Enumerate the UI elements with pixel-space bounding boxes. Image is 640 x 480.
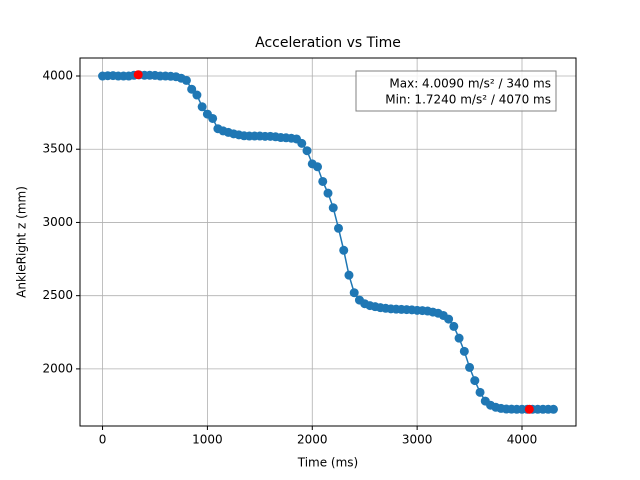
- y-tick-label: 3000: [42, 215, 73, 229]
- chart-title: Acceleration vs Time: [255, 35, 401, 51]
- data-line: [102, 74, 554, 411]
- x-tick-label: 1000: [192, 433, 223, 447]
- data-point: [548, 404, 558, 414]
- data-point: [349, 288, 359, 298]
- data-point: [181, 75, 191, 85]
- annotation-text: Max: 4.0090 m/s² / 340 ms: [389, 77, 551, 91]
- data-point: [344, 270, 354, 280]
- data-point: [339, 245, 349, 255]
- y-tick-label: 2000: [42, 361, 73, 375]
- data-point: [454, 333, 464, 343]
- data-point: [465, 362, 475, 372]
- y-axis-label: AnkleRight z (mm): [15, 186, 29, 298]
- x-tick-label: 0: [99, 433, 107, 447]
- y-tick-label: 3500: [42, 142, 73, 156]
- data-point: [328, 203, 338, 213]
- data-point: [318, 176, 328, 186]
- x-axis-label: Time (ms): [297, 456, 359, 470]
- highlight-point: [524, 404, 534, 414]
- data-point: [459, 346, 469, 356]
- x-tick-label: 4000: [507, 433, 538, 447]
- data-point: [313, 162, 323, 172]
- plot-frame: [79, 57, 577, 427]
- data-point: [192, 90, 202, 100]
- data-point: [208, 113, 218, 123]
- y-tick-label: 4000: [42, 69, 73, 83]
- data-point: [187, 84, 197, 94]
- data-point: [444, 314, 454, 324]
- data-point: [333, 223, 343, 233]
- data-point: [470, 376, 480, 386]
- highlight-point: [133, 70, 143, 80]
- data-point: [302, 146, 312, 156]
- data-point: [449, 321, 459, 331]
- data-point: [475, 387, 485, 397]
- data-point: [323, 188, 333, 198]
- data-point: [297, 138, 307, 148]
- x-tick-label: 2000: [297, 433, 328, 447]
- annotation-box: [355, 70, 557, 112]
- annotation-text: Min: 1.7240 m/s² / 4070 ms: [385, 93, 551, 107]
- data-point: [197, 102, 207, 112]
- y-tick-label: 2500: [42, 288, 73, 302]
- x-tick-label: 3000: [402, 433, 433, 447]
